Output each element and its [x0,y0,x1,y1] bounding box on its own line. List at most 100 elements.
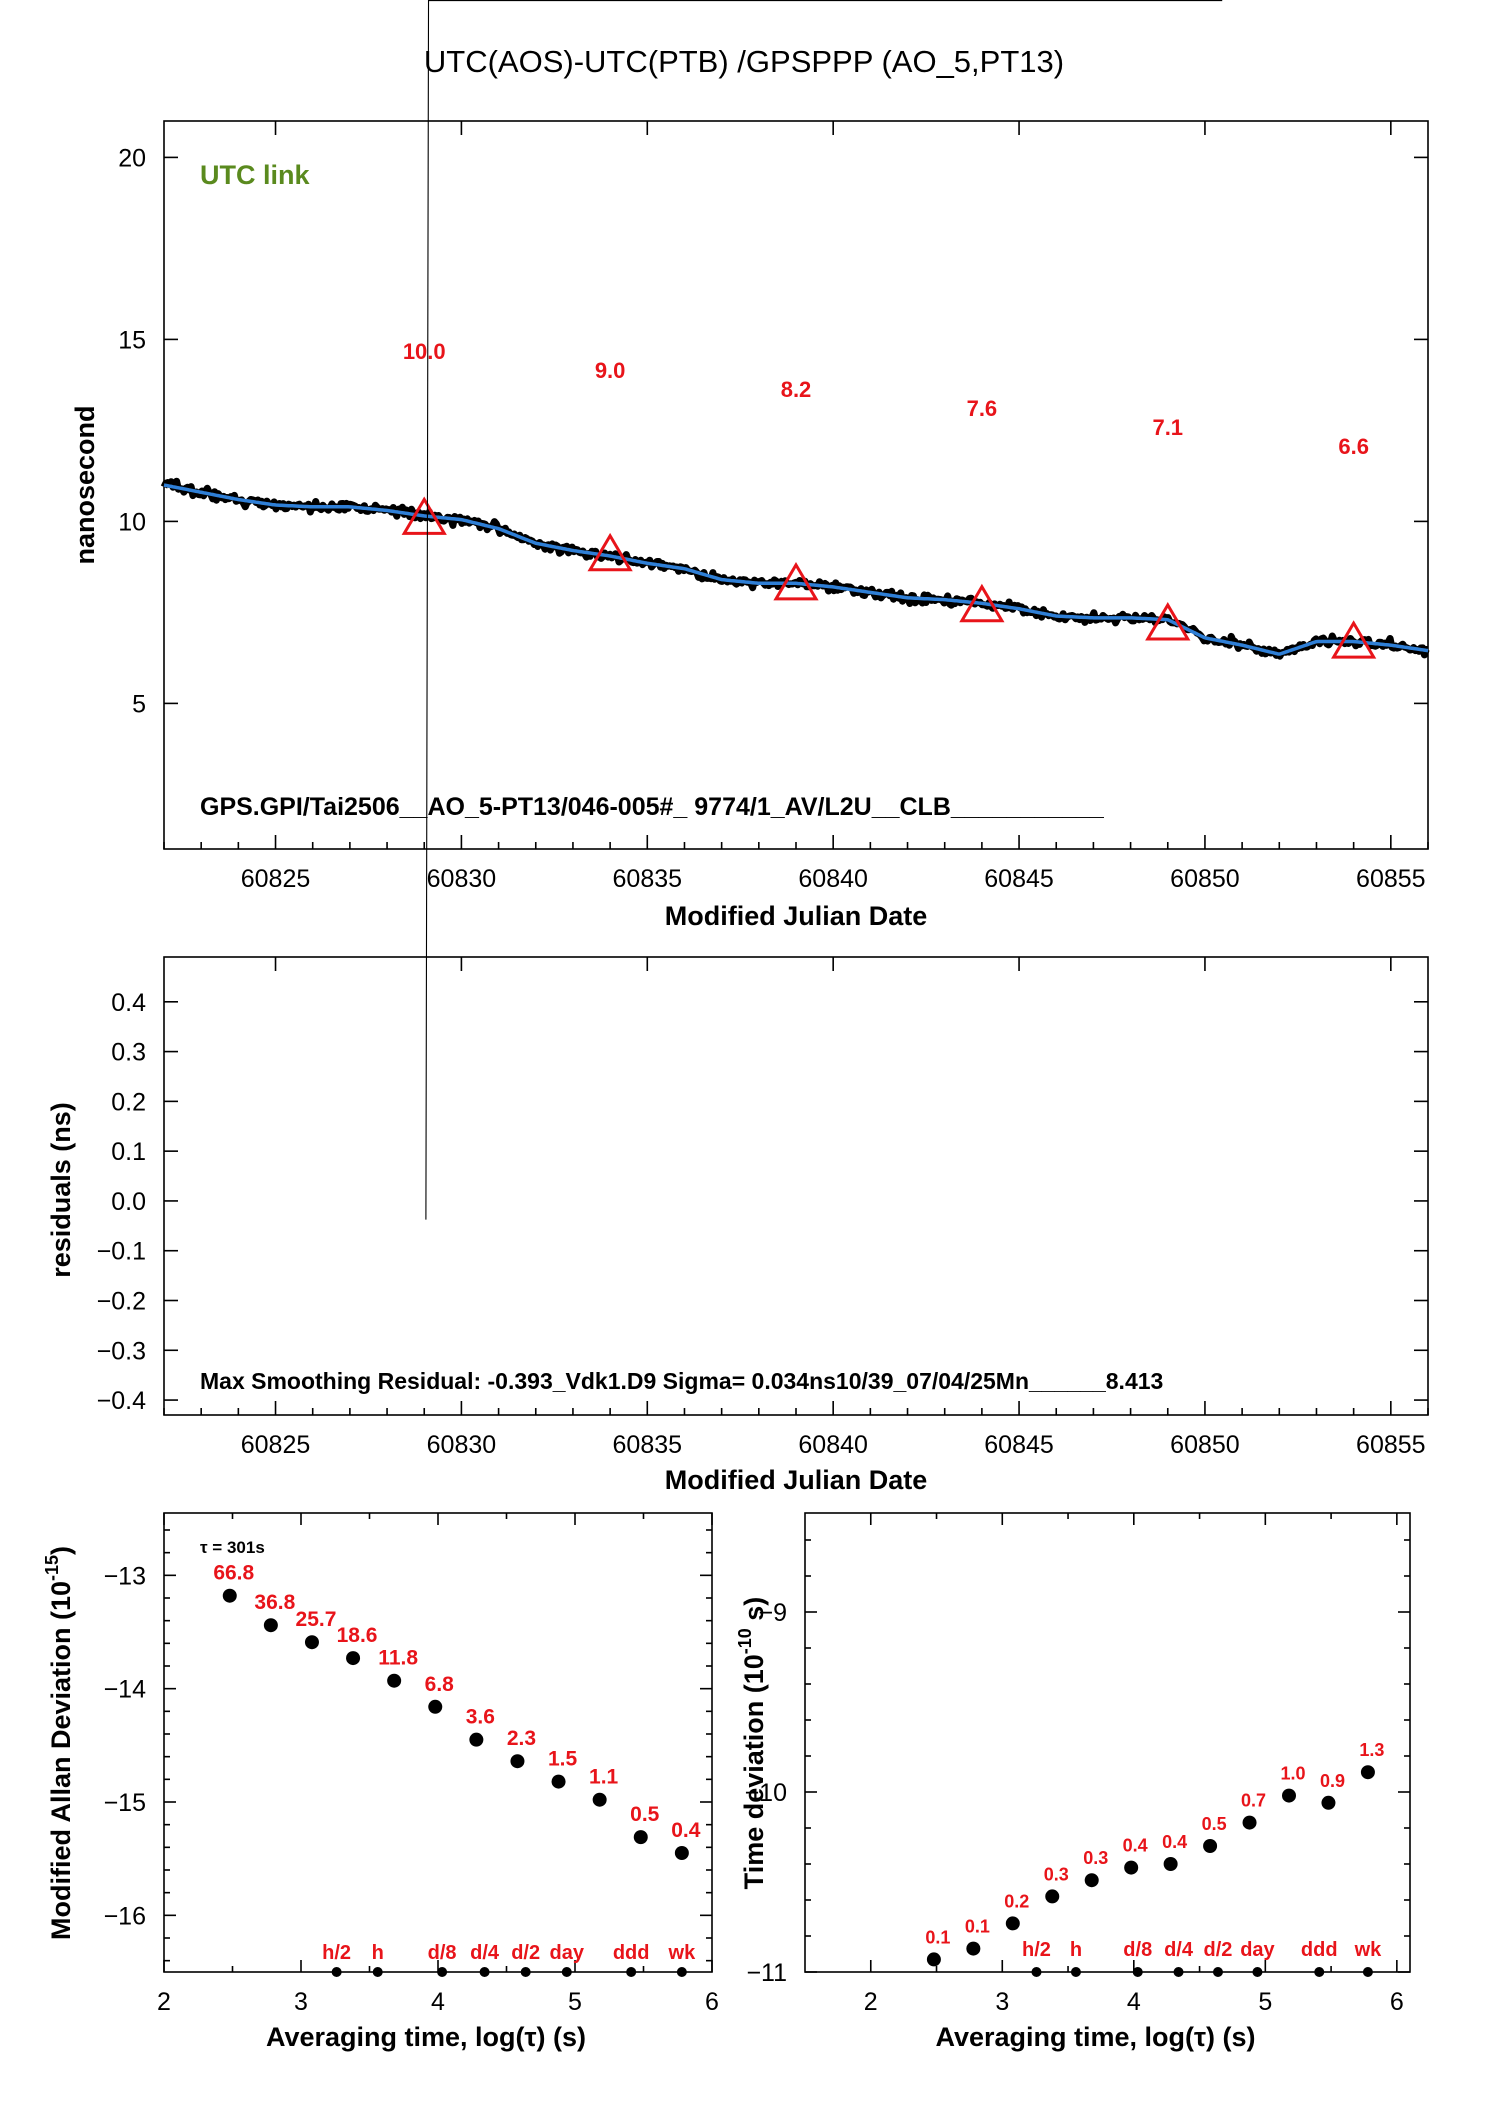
interval-marker-label: day [1240,1939,1275,1961]
deviation-value-label: 0.5 [630,1803,660,1826]
x-tick-label: 60830 [427,1431,497,1459]
deviation-value-label: 0.5 [1202,1814,1227,1834]
interval-marker-label: d/8 [428,1942,457,1964]
deviation-point [592,1792,607,1807]
interval-marker-label: ddd [613,1942,650,1964]
deviation-value-label: 0.4 [1162,1832,1187,1852]
y-tick-label: −0.1 [97,1238,146,1266]
marker-value-label: 10.0 [403,339,446,364]
x-tick-label: 60845 [984,865,1054,893]
x-tick-label: 60840 [798,1431,868,1459]
interval-marker-dot [1314,1967,1325,1977]
interval-marker-label: wk [1354,1939,1383,1961]
deviation-point [1084,1873,1099,1888]
x-tick-label: 60825 [241,1431,311,1459]
deviation-point [346,1651,361,1666]
deviation-value-label: 0.9 [1320,1771,1345,1791]
time-series-plot-frame [163,120,1429,850]
y-tick-label: 10 [118,508,146,536]
y-tick-label: −15 [104,1789,146,1817]
interval-marker-dot [479,1967,490,1977]
deviation-value-label: 1.0 [1280,1764,1305,1784]
interval-marker-dot [372,1967,383,1977]
marker-value-label: 7.1 [1152,415,1183,440]
y-tick-label: −16 [104,1902,146,1930]
y-tick-label: −0.3 [97,1337,146,1365]
deviation-point [1203,1839,1218,1853]
x-axis-title: Averaging time, log(τ) (s) [266,2022,586,2052]
y-tick-label: −9 [758,1599,787,1627]
deviation-point [926,1952,941,1967]
y-tick-label: −13 [104,1562,146,1590]
tdev-plot-frame [804,1512,1411,1973]
deviation-value-label: 0.1 [965,1917,990,1937]
deviation-point [966,1941,981,1956]
deviation-value-label: 1.1 [589,1766,619,1789]
deviation-value-label: 36.8 [254,1591,295,1614]
y-axis-title-main: Time deviation (10 [739,1654,769,1889]
interval-marker-dot [1070,1967,1081,1977]
interval-marker-dot [331,1967,342,1977]
y-tick-label: 0.4 [111,989,146,1017]
x-axis-title: Modified Julian Date [665,1465,928,1495]
x-tick-label: 60835 [613,865,683,893]
deviation-value-label: 11.8 [378,1647,418,1670]
triangle-marker [1331,620,1377,659]
triangle-marker [773,561,819,601]
interval-marker-dot [1362,1967,1373,1977]
deviation-point [1163,1857,1178,1871]
y-axis-title: nanosecond [70,405,100,564]
y-tick-label: 0.1 [111,1138,146,1166]
deviation-point [551,1774,566,1789]
deviation-point [1124,1860,1139,1875]
interval-marker-label: d/4 [470,1942,500,1964]
x-tick-label: 60845 [984,1431,1054,1459]
deviation-point [263,1618,278,1633]
deviation-point [510,1754,525,1769]
y-tick-label: −11 [746,1959,787,1987]
interval-marker-label: h [1070,1939,1082,1961]
interval-marker-dot [626,1967,637,1977]
deviation-point [469,1732,484,1747]
triangle-marker [959,583,1005,623]
x-tick-label: 60855 [1356,1431,1426,1459]
deviation-point [304,1635,319,1650]
y-axis-title-exponent: -10 [735,1628,755,1654]
utc-link-tag: UTC link [200,160,310,190]
deviation-value-label: 3.6 [466,1706,495,1729]
modified-allan-deviation-panel: 2 3 4 5 6 −16 −15 −14 −13 Averaging time, log(τ) … [42,1512,719,2052]
x-tick-label: 60835 [613,1431,683,1459]
residual-info-text: Max Smoothing Residual: -0.393_Vdk1.D9 S… [200,1368,1163,1394]
x-tick-label: 3 [995,1988,1009,2016]
deviation-point [222,1588,237,1603]
triangle-marker [587,532,633,572]
interval-marker-label: wk [668,1942,697,1964]
y-axis-title-end: s) [739,1597,769,1629]
link-info-text: GPS.GPI/Tai2506__AO_5-PT13/046-005#_ 977… [200,793,1105,821]
x-tick-label: 4 [1127,1988,1141,2016]
deviation-value-label: 0.2 [1004,1891,1029,1911]
deviation-point [1242,1815,1257,1830]
x-tick-label: 5 [568,1988,582,2016]
smoothed-series-line [163,483,1429,656]
deviation-value-label: 25.7 [296,1608,337,1631]
triangle-marker [401,496,447,535]
tau-note: τ = 301s [200,1538,265,1557]
interval-marker-dot [437,1967,448,1977]
x-tick-label: 3 [294,1988,308,2016]
x-tick-label: 2 [864,1988,878,2016]
deviation-point [1005,1916,1020,1931]
interval-marker-label: d/4 [1164,1939,1194,1961]
marker-value-label: 7.6 [967,396,998,421]
deviation-value-label: 0.7 [1241,1791,1266,1811]
interval-marker-dot [520,1967,531,1977]
deviation-value-label: 0.3 [1044,1864,1069,1884]
deviation-point [1045,1889,1060,1904]
deviation-value-label: 0.1 [925,1927,950,1947]
deviation-value-label: 1.5 [548,1748,578,1771]
y-axis-title: residuals (ns) [46,1102,76,1278]
x-axis-title: Modified Julian Date [665,901,928,931]
x-tick-label: 2 [157,1988,171,2016]
deviation-point [1360,1765,1375,1780]
